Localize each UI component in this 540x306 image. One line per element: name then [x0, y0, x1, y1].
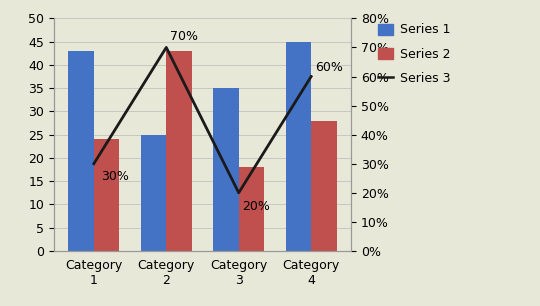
Bar	[213, 88, 239, 251]
Bar	[166, 51, 192, 251]
Legend: Series 1, Series 2, Series 3: Series 1, Series 2, Series 3	[374, 18, 455, 90]
Text: 60%: 60%	[315, 61, 343, 74]
Text: 30%: 30%	[101, 170, 129, 183]
Bar	[141, 135, 166, 251]
Bar	[286, 42, 311, 251]
Bar	[94, 139, 119, 251]
Bar	[239, 167, 264, 251]
Bar	[69, 51, 94, 251]
Text: 20%: 20%	[242, 200, 270, 213]
Bar	[311, 121, 336, 251]
Text: 70%: 70%	[170, 30, 198, 43]
